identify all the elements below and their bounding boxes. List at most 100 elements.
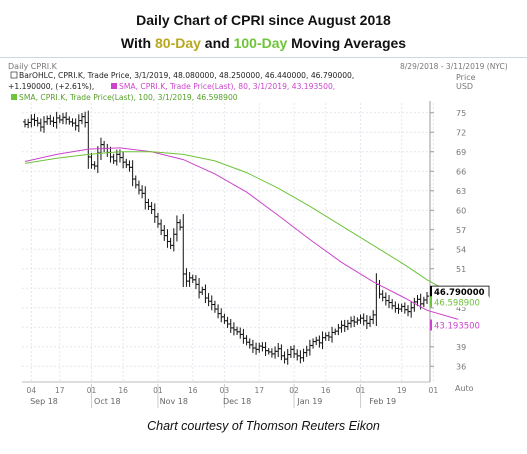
ohlc-bar (60, 113, 65, 125)
sma100-legend-swatch (11, 94, 17, 100)
x-month-label: Oct 18 (94, 397, 121, 406)
ohlc-bar (48, 114, 53, 126)
legend-sma100: SMA, CPRI.K, Trade Price(Last), 100, 3/1… (19, 93, 238, 102)
x-month-label: Jan 19 (296, 397, 322, 406)
ohlc-bar (314, 336, 319, 346)
x-month-label: Nov 18 (160, 397, 188, 406)
ohlc-bar (383, 292, 388, 306)
auto-scale-label[interactable]: Auto (455, 384, 474, 393)
ohlc-bar (285, 348, 290, 365)
ohlc-bar (70, 118, 75, 127)
y-tick-label: 69 (456, 148, 466, 157)
price-tag-value: 43.193500 (434, 321, 480, 331)
ohlc-bar (336, 323, 341, 336)
ohlc-bar (102, 140, 107, 153)
sma80-legend-swatch (111, 83, 117, 89)
ohlc-bar (266, 348, 271, 355)
ohlc-bar (228, 318, 233, 333)
subtitle-mid: and (200, 35, 234, 51)
ohlc-bar (295, 349, 300, 361)
ohlc-bar (412, 297, 417, 312)
ohlc-bar (231, 322, 236, 336)
x-tick-label: 04 (27, 386, 37, 395)
subtitle-100-day: 100-Day (233, 35, 288, 51)
ohlc-bar (121, 151, 126, 169)
ohlc-bar (241, 328, 246, 344)
ohlc-bar (244, 335, 249, 346)
x-tick-label: 17 (254, 386, 264, 395)
ohlc-bar (124, 158, 129, 169)
ohlc-bar (32, 113, 37, 126)
y-tick-label: 39 (456, 343, 466, 352)
ohlc-bar (187, 272, 192, 287)
ohlc-bar (269, 348, 274, 358)
chart-subtitle: With 80-Day and 100-Day Moving Averages (0, 35, 527, 51)
chart-grid (22, 103, 434, 382)
ohlc-bar (330, 326, 335, 343)
ohlc-bar (301, 348, 306, 362)
ohlc-bar (349, 316, 354, 328)
y-axis: 3639424548515457606366697275 (429, 101, 466, 382)
ohlc-bar (45, 115, 50, 125)
ohlc-bar (83, 111, 88, 128)
ohlc-bar (171, 228, 176, 252)
y-tick-label: 36 (456, 362, 466, 371)
ohlc-bar (374, 273, 379, 326)
subtitle-prefix: With (120, 35, 155, 51)
ohlc-bar (339, 320, 344, 333)
x-tick-label: 16 (188, 386, 198, 395)
price-tag-value: 46.598900 (434, 298, 480, 308)
ohlc-bar (219, 308, 224, 323)
x-tick-label: 01 (429, 386, 439, 395)
moving-average-lines (24, 147, 459, 320)
chart-caption: Chart courtesy of Thomson Reuters Eikon (147, 419, 380, 433)
ohlc-bar (79, 113, 84, 125)
ohlc-bar (355, 317, 360, 325)
ohlc-bar (41, 116, 46, 133)
x-month-label: Sep 18 (30, 397, 58, 406)
ohlc-bar (64, 112, 69, 125)
ohlc-bar (155, 212, 160, 228)
ohlc-bar (203, 284, 208, 304)
ohlc-bar (307, 339, 312, 356)
ohlc-bar (95, 146, 100, 173)
ohlc-bar (26, 118, 31, 129)
ohlc-bar (304, 345, 309, 357)
ohlc-bar (136, 180, 141, 195)
sma100-line (24, 151, 459, 298)
ohlc-bar (89, 152, 94, 169)
ohlc-bar (216, 304, 221, 319)
ohlc-bar (225, 316, 230, 328)
x-tick-label: 16 (321, 386, 331, 395)
price-tag-value: 46.790000 (434, 288, 485, 298)
ohlc-bar (257, 342, 262, 353)
ohlc-bar (282, 351, 287, 364)
ohlc-bar (174, 215, 179, 242)
x-month-label: Dec 18 (223, 397, 251, 406)
sma80-line (24, 147, 459, 320)
ohlc-bar (159, 219, 164, 236)
ohlc-bar (73, 118, 78, 131)
ohlc-bar (149, 201, 154, 215)
ohlc-bar (368, 315, 373, 327)
ohlc-bar (273, 346, 278, 359)
ohlc-bar (263, 342, 268, 357)
ohlc-bar (130, 160, 135, 187)
x-month-label: Feb 19 (369, 397, 396, 406)
ohlc-bar (371, 310, 376, 325)
ohlc-bar (108, 146, 113, 163)
ohlc-bar (222, 313, 227, 324)
ohlc-bar (86, 110, 91, 169)
currency-unit-label: USD (456, 82, 473, 91)
ohlc-bar (57, 114, 62, 124)
ohlc-bar (326, 331, 331, 342)
ohlc-bar (190, 274, 195, 284)
ohlc-bars (23, 110, 429, 365)
ohlc-bar (342, 319, 347, 333)
ohlc-bar (197, 278, 202, 299)
ohlc-bar (127, 160, 132, 172)
ohlc-bar (23, 118, 27, 128)
y-tick-label: 54 (456, 245, 466, 254)
x-tick-label: 16 (118, 386, 128, 395)
